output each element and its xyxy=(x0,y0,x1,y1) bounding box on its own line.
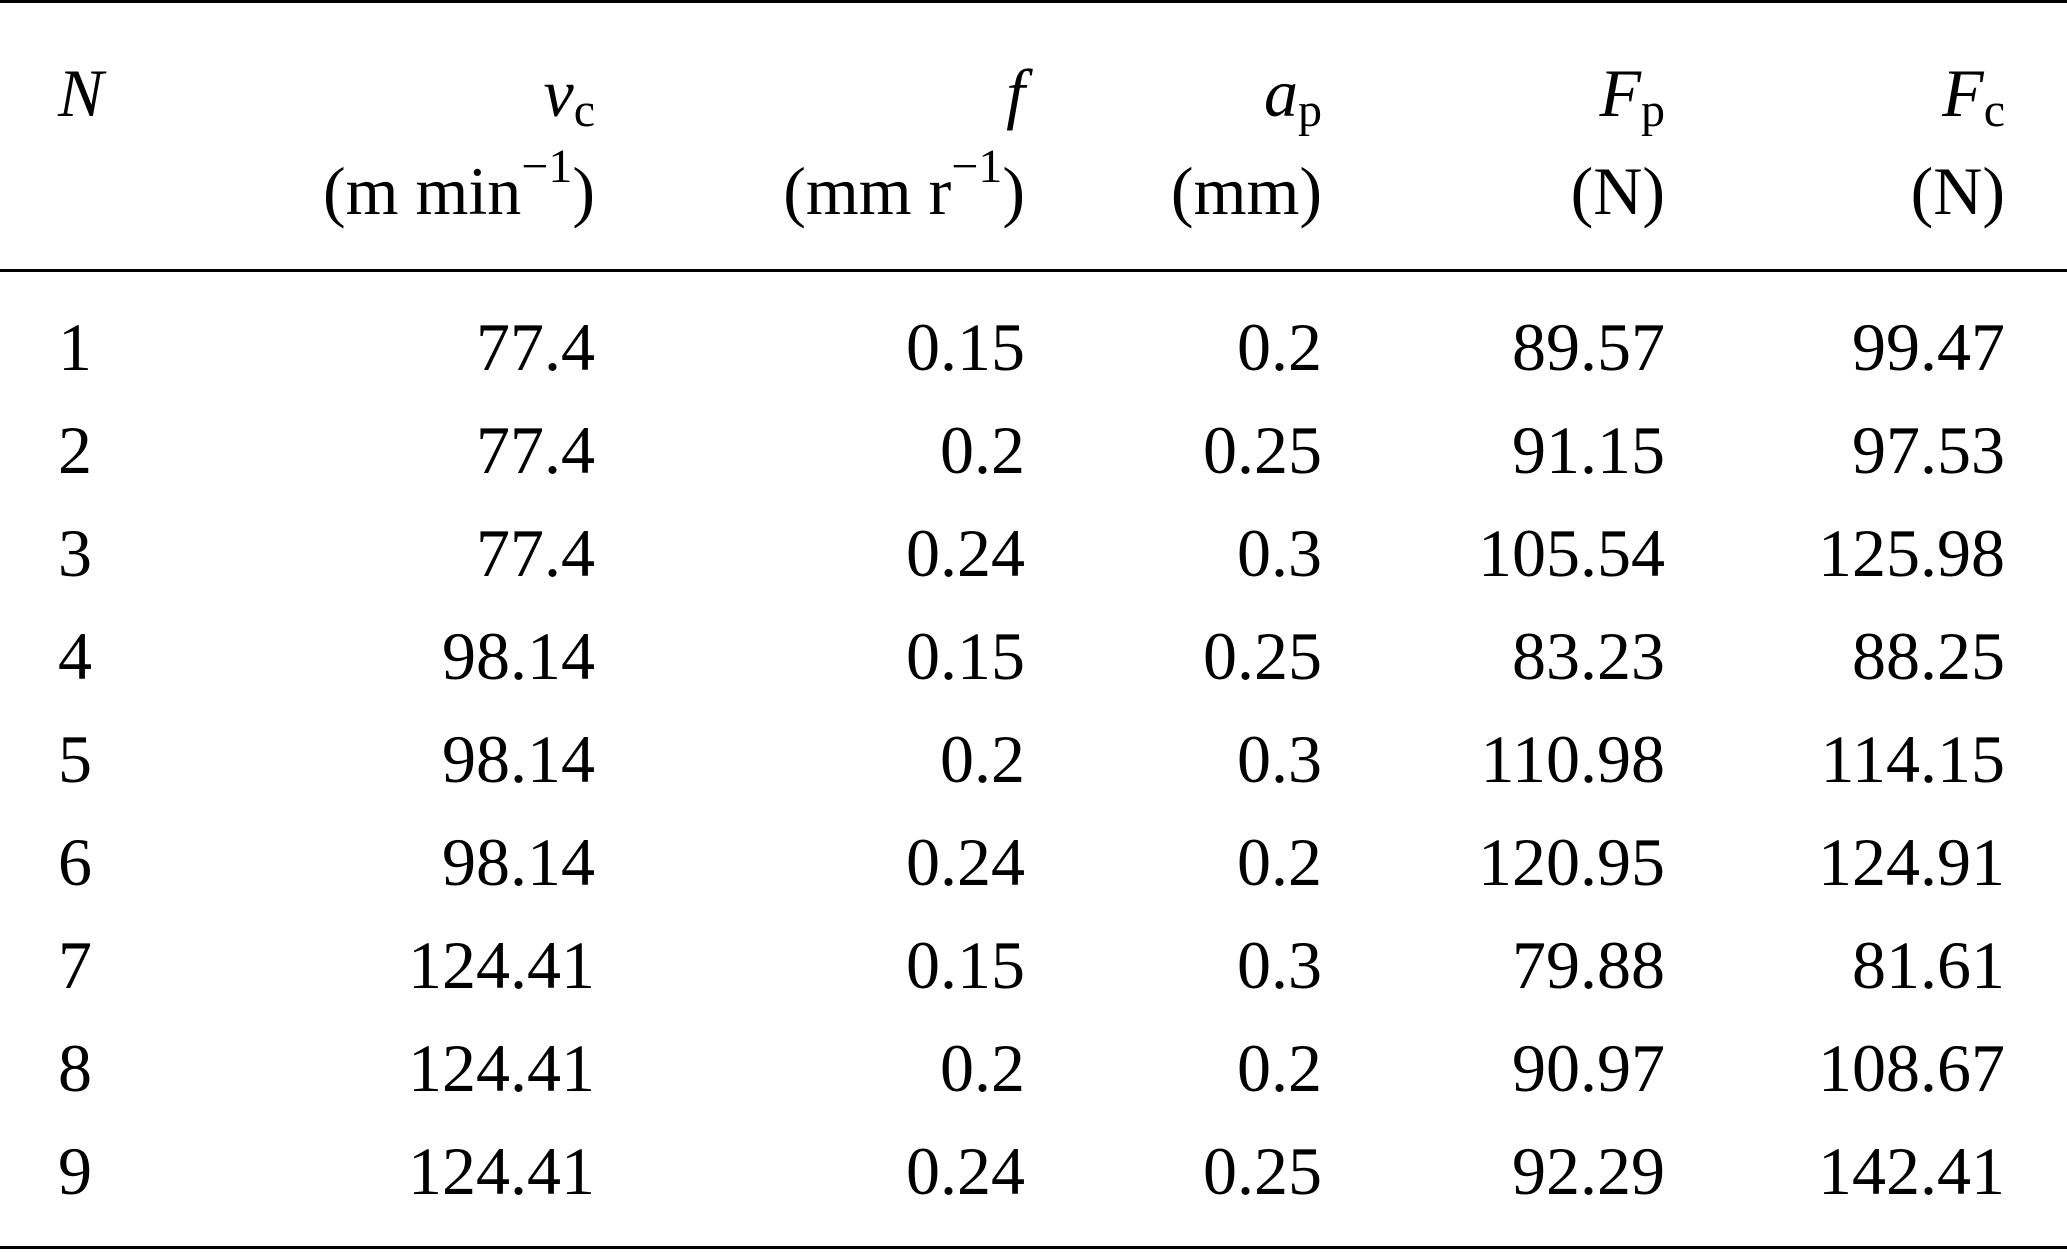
header-unit: (mm) xyxy=(1170,153,1322,229)
header-unit: (m min xyxy=(322,153,522,229)
header-symbol: v xyxy=(543,55,574,131)
cell-ap: 0.2 xyxy=(1237,824,1322,900)
cell-ap: 0.25 xyxy=(1203,412,1322,488)
cell-fp: 110.98 xyxy=(1480,721,1665,797)
cell-vc: 124.41 xyxy=(408,1133,595,1209)
cell-fp: 83.23 xyxy=(1512,618,1665,694)
cell-n: 8 xyxy=(58,1030,92,1106)
cell-f: 0.2 xyxy=(940,721,1025,797)
cell-n: 5 xyxy=(58,721,92,797)
header-symbol: f xyxy=(1006,55,1025,131)
header-subscript: p xyxy=(1298,84,1322,137)
cell-fc: 88.25 xyxy=(1852,618,2005,694)
header-fc: Fc (N) xyxy=(1700,44,2005,240)
cell-vc: 124.41 xyxy=(408,1030,595,1106)
cell-ap: 0.25 xyxy=(1203,1133,1322,1209)
header-subscript: c xyxy=(573,84,595,137)
cell-fp: 89.57 xyxy=(1512,309,1665,385)
cell-ap: 0.3 xyxy=(1237,927,1322,1003)
cell-vc: 98.14 xyxy=(442,824,595,900)
cell-fc: 142.41 xyxy=(1818,1133,2005,1209)
table-row: 6 98.14 0.24 0.2 120.95 124.91 xyxy=(0,811,2067,914)
header-unit-close: ) xyxy=(572,153,595,229)
table-row: 9 124.41 0.24 0.25 92.29 142.41 xyxy=(0,1120,2067,1223)
cell-n: 1 xyxy=(58,309,92,385)
header-unit-exponent: −1 xyxy=(521,140,573,193)
cell-fc: 114.15 xyxy=(1820,721,2005,797)
bottom-rule xyxy=(0,1246,2067,1249)
cell-f: 0.15 xyxy=(906,927,1025,1003)
cell-ap: 0.2 xyxy=(1237,1030,1322,1106)
header-n: N xyxy=(58,44,178,142)
cell-f: 0.2 xyxy=(940,412,1025,488)
cell-n: 6 xyxy=(58,824,92,900)
cell-f: 0.24 xyxy=(906,824,1025,900)
table-row: 5 98.14 0.2 0.3 110.98 114.15 xyxy=(0,708,2067,811)
cell-vc: 77.4 xyxy=(476,412,595,488)
header-subscript: p xyxy=(1641,84,1665,137)
cell-n: 3 xyxy=(58,515,92,591)
cell-f: 0.15 xyxy=(906,618,1025,694)
header-symbol: a xyxy=(1264,55,1298,131)
header-symbol: N xyxy=(58,55,104,131)
cell-fc: 99.47 xyxy=(1852,309,2005,385)
table-row: 3 77.4 0.24 0.3 105.54 125.98 xyxy=(0,502,2067,605)
table-row: 7 124.41 0.15 0.3 79.88 81.61 xyxy=(0,914,2067,1017)
header-vc: vc (m min−1) xyxy=(200,44,595,240)
header-fp: Fp (N) xyxy=(1360,44,1665,240)
cell-fc: 81.61 xyxy=(1852,927,2005,1003)
cell-fc: 108.67 xyxy=(1818,1030,2005,1106)
header-subscript: c xyxy=(1983,84,2005,137)
table-row: 2 77.4 0.2 0.25 91.15 97.53 xyxy=(0,399,2067,502)
header-ap: ap (mm) xyxy=(1060,44,1322,240)
table-row: 4 98.14 0.15 0.25 83.23 88.25 xyxy=(0,605,2067,708)
header-unit: (N) xyxy=(1570,153,1665,229)
cell-fc: 97.53 xyxy=(1852,412,2005,488)
cell-f: 0.15 xyxy=(906,309,1025,385)
cell-vc: 98.14 xyxy=(442,618,595,694)
cell-ap: 0.3 xyxy=(1237,721,1322,797)
cell-vc: 124.41 xyxy=(408,927,595,1003)
cell-ap: 0.2 xyxy=(1237,309,1322,385)
cell-n: 7 xyxy=(58,927,92,1003)
cell-fp: 92.29 xyxy=(1512,1133,1665,1209)
table-row: 8 124.41 0.2 0.2 90.97 108.67 xyxy=(0,1017,2067,1120)
cell-f: 0.24 xyxy=(906,515,1025,591)
cell-f: 0.24 xyxy=(906,1133,1025,1209)
cell-n: 4 xyxy=(58,618,92,694)
header-unit-exponent: −1 xyxy=(951,140,1003,193)
cell-fc: 125.98 xyxy=(1818,515,2005,591)
cell-fc: 124.91 xyxy=(1818,824,2005,900)
cell-f: 0.2 xyxy=(940,1030,1025,1106)
header-unit: (N) xyxy=(1910,153,2005,229)
cell-vc: 77.4 xyxy=(476,309,595,385)
cell-fp: 90.97 xyxy=(1512,1030,1665,1106)
top-rule xyxy=(0,0,2067,3)
cell-fp: 79.88 xyxy=(1512,927,1665,1003)
header-symbol: F xyxy=(1942,55,1984,131)
cell-n: 2 xyxy=(58,412,92,488)
cell-fp: 105.54 xyxy=(1478,515,1665,591)
cell-vc: 77.4 xyxy=(476,515,595,591)
cell-ap: 0.3 xyxy=(1237,515,1322,591)
header-symbol: F xyxy=(1599,55,1641,131)
cell-ap: 0.25 xyxy=(1203,618,1322,694)
table-row: 1 77.4 0.15 0.2 89.57 99.47 xyxy=(0,296,2067,399)
cell-fp: 91.15 xyxy=(1512,412,1665,488)
header-unit: (mm r xyxy=(783,153,952,229)
cell-vc: 98.14 xyxy=(442,721,595,797)
header-rule xyxy=(0,269,2067,272)
cell-n: 9 xyxy=(58,1133,92,1209)
cell-fp: 120.95 xyxy=(1478,824,1665,900)
header-unit-close: ) xyxy=(1002,153,1025,229)
table-header: N vc (m min−1) f (mm r−1) ap (mm) Fp (N)… xyxy=(0,0,2067,269)
header-f: f (mm r−1) xyxy=(640,44,1025,240)
